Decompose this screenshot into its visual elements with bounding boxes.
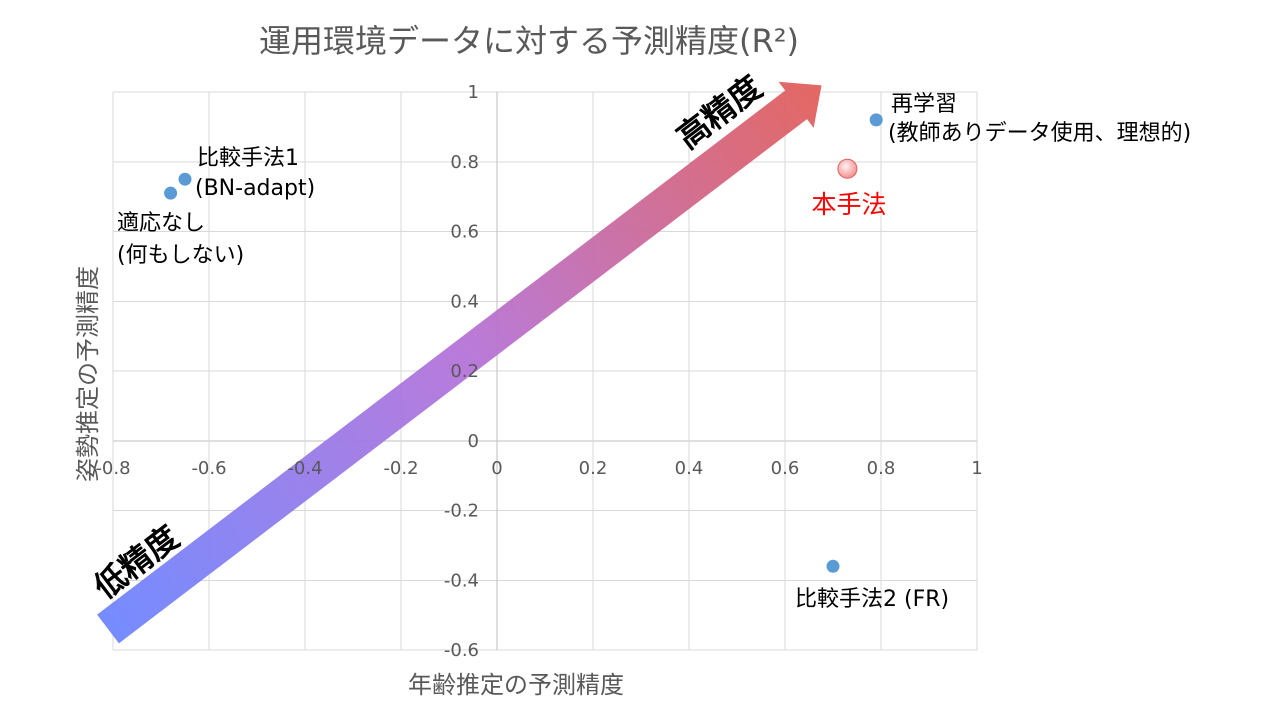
data-points <box>164 113 883 573</box>
x-tick-label: 0.4 <box>675 458 704 479</box>
y-tick-label: -0.6 <box>444 640 479 661</box>
accuracy-arrow <box>97 81 822 644</box>
data-label-line: 本手法 <box>811 190 886 219</box>
data-label-line: (何もしない) <box>117 243 244 268</box>
y-tick-label: 0 <box>468 431 479 452</box>
data-label-line: (BN-adapt) <box>195 176 315 201</box>
data-label-line: 適応なし <box>117 211 205 236</box>
data-point-0 <box>178 172 192 186</box>
gridlines <box>112 91 978 651</box>
data-labels: 比較手法1 (BN-adapt) 適応なし (何もしない) 再学習 (教師ありデ… <box>117 92 1191 612</box>
data-point-3 <box>837 158 858 179</box>
x-tick-label: -0.4 <box>287 458 322 479</box>
y-tick-label: 0.6 <box>450 222 479 243</box>
y-tick-label: 0.2 <box>450 361 479 382</box>
accuracy-arrow-shape <box>97 81 822 644</box>
data-label-line: 比較手法2 (FR) <box>795 587 949 612</box>
data-label-line: 比較手法1 <box>197 146 299 171</box>
y-tick-label: -0.4 <box>444 570 479 591</box>
x-tick-label: 0.2 <box>579 458 608 479</box>
x-tick-label: -0.8 <box>95 458 130 479</box>
x-tick-label: -0.6 <box>191 458 226 479</box>
x-tick-label: 0 <box>491 458 502 479</box>
data-point-1 <box>164 186 178 200</box>
data-point-4 <box>826 559 840 573</box>
x-tick-label: 0.8 <box>867 458 896 479</box>
tick-labels: -0.8 -0.6 -0.4 -0.2 0 0.2 0.4 0.6 0.8 1 1 0.8 0.6 0.4… <box>95 82 982 661</box>
data-label-line: 再学習 <box>891 92 957 117</box>
y-axis-title: 姿勢推定の予測精度 <box>74 266 102 482</box>
data-label-line: (教師ありデータ使用、理想的) <box>888 121 1191 146</box>
chart-title: 運用環境データに対する予測精度(R²) <box>259 22 799 60</box>
x-tick-label: -0.2 <box>383 458 418 479</box>
y-tick-label: -0.2 <box>444 501 479 522</box>
y-tick-label: 0.8 <box>450 152 479 173</box>
y-tick-label: 1 <box>468 82 479 103</box>
y-tick-label: 0.4 <box>450 291 479 312</box>
x-tick-label: 1 <box>971 458 982 479</box>
x-tick-label: 0.6 <box>771 458 800 479</box>
data-point-2 <box>869 113 883 127</box>
x-axis-title: 年齢推定の予測精度 <box>408 671 624 699</box>
